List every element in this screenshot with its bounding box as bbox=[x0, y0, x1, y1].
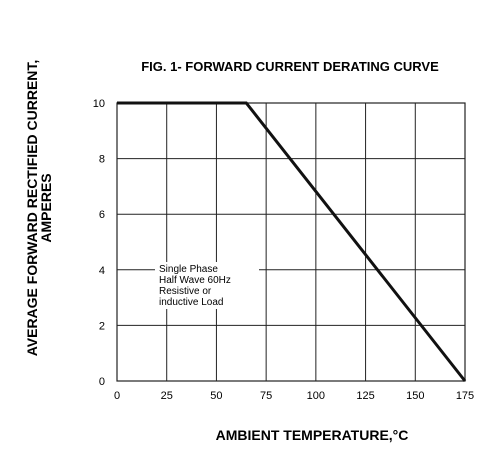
derating-curve bbox=[117, 101, 467, 382]
y-axis-title-line-2: AMPERES bbox=[38, 173, 54, 242]
annotation-line-1: Single Phase bbox=[159, 264, 218, 275]
x-tick-label: 75 bbox=[260, 390, 272, 402]
y-tick-label: 0 bbox=[99, 376, 105, 388]
plot-frame bbox=[116, 102, 466, 382]
annotation-line-4: inductive Load bbox=[159, 297, 224, 308]
grid bbox=[116, 102, 466, 382]
x-tick-label: 150 bbox=[406, 390, 424, 402]
y-tick-labels: 0 2 4 6 8 10 bbox=[93, 98, 105, 388]
annotation: Single Phase Half Wave 60Hz Resistive or… bbox=[155, 262, 259, 309]
series bbox=[117, 101, 467, 382]
y-axis-title: AVERAGE FORWARD RECTIFIED CURRENT, AMPER… bbox=[24, 60, 54, 357]
x-axis-title: AMBIENT TEMPERATURE,°C bbox=[216, 427, 409, 443]
annotation-line-2: Half Wave 60Hz bbox=[159, 275, 231, 286]
x-tick-label: 25 bbox=[161, 390, 173, 402]
y-tick-label: 6 bbox=[99, 209, 105, 221]
y-tick-label: 10 bbox=[93, 98, 105, 110]
annotation-line-3: Resistive or bbox=[159, 286, 212, 297]
x-tick-label: 50 bbox=[210, 390, 222, 402]
y-tick-label: 2 bbox=[99, 320, 105, 332]
x-tick-label: 175 bbox=[456, 390, 474, 402]
x-tick-label: 125 bbox=[356, 390, 374, 402]
chart-title: FIG. 1- FORWARD CURRENT DERATING CURVE bbox=[141, 59, 439, 74]
annotation-background bbox=[155, 262, 259, 309]
y-axis-title-line-1: AVERAGE FORWARD RECTIFIED CURRENT, bbox=[24, 60, 40, 357]
x-tick-label: 100 bbox=[307, 390, 325, 402]
x-tick-label: 0 bbox=[114, 390, 120, 402]
y-tick-label: 4 bbox=[99, 265, 105, 277]
y-tick-label: 8 bbox=[99, 154, 105, 166]
x-tick-labels: 0 25 50 75 100 125 150 175 bbox=[114, 390, 474, 402]
